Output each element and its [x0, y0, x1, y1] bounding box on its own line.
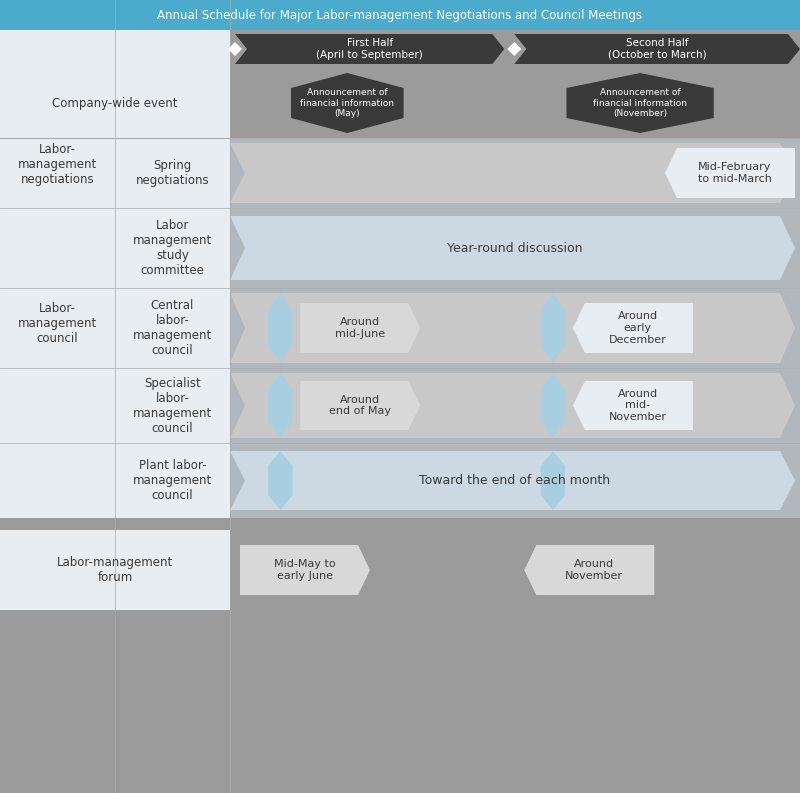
Text: Second Half
(October to March): Second Half (October to March) [608, 38, 706, 59]
Polygon shape [524, 545, 654, 595]
Polygon shape [291, 73, 403, 133]
Polygon shape [573, 303, 693, 353]
Polygon shape [235, 34, 504, 64]
Text: Around
early
December: Around early December [609, 312, 666, 345]
Polygon shape [230, 373, 795, 438]
Polygon shape [573, 381, 693, 430]
Polygon shape [300, 381, 420, 430]
FancyBboxPatch shape [115, 138, 230, 208]
Polygon shape [514, 34, 800, 64]
FancyBboxPatch shape [0, 68, 230, 138]
Text: Labor-management
forum: Labor-management forum [57, 556, 173, 584]
Polygon shape [228, 42, 242, 56]
FancyBboxPatch shape [115, 368, 230, 443]
Polygon shape [541, 373, 565, 438]
Polygon shape [507, 42, 522, 56]
Text: Announcement of
financial information
(May): Announcement of financial information (M… [300, 88, 394, 118]
FancyBboxPatch shape [0, 530, 230, 610]
Text: Toward the end of each month: Toward the end of each month [419, 474, 610, 487]
Text: Central
labor-
management
council: Central labor- management council [133, 299, 212, 357]
Text: Labor-
management
negotiations: Labor- management negotiations [18, 143, 97, 186]
Text: Around
mid-June: Around mid-June [335, 317, 386, 339]
Text: Plant labor-
management
council: Plant labor- management council [133, 459, 212, 502]
FancyBboxPatch shape [230, 530, 800, 610]
Text: Around
end of May: Around end of May [330, 395, 391, 416]
Polygon shape [541, 451, 565, 510]
Text: Annual Schedule for Major Labor-management Negotiations and Council Meetings: Annual Schedule for Major Labor-manageme… [158, 9, 642, 21]
FancyBboxPatch shape [0, 368, 115, 443]
Polygon shape [300, 303, 420, 353]
Polygon shape [665, 148, 795, 198]
FancyBboxPatch shape [0, 518, 800, 530]
Polygon shape [268, 293, 292, 363]
Polygon shape [268, 451, 292, 510]
Text: Company-wide event: Company-wide event [52, 97, 178, 109]
Text: First Half
(April to September): First Half (April to September) [316, 38, 423, 59]
Text: Mid-February
to mid-March: Mid-February to mid-March [698, 163, 772, 184]
Polygon shape [268, 373, 292, 438]
FancyBboxPatch shape [115, 208, 230, 288]
Text: Spring
negotiations: Spring negotiations [136, 159, 210, 187]
Text: Mid-May to
early June: Mid-May to early June [274, 559, 336, 580]
Polygon shape [566, 73, 714, 133]
Text: Year-round discussion: Year-round discussion [447, 242, 582, 255]
FancyBboxPatch shape [115, 288, 230, 368]
FancyBboxPatch shape [0, 30, 230, 68]
Text: Specialist
labor-
management
council: Specialist labor- management council [133, 377, 212, 435]
FancyBboxPatch shape [0, 610, 800, 793]
FancyBboxPatch shape [0, 443, 115, 518]
FancyBboxPatch shape [0, 138, 115, 208]
Text: Labor
management
study
committee: Labor management study committee [133, 219, 212, 277]
FancyBboxPatch shape [230, 30, 800, 68]
Polygon shape [230, 451, 795, 510]
Text: Labor-
management
council: Labor- management council [18, 302, 97, 346]
FancyBboxPatch shape [115, 443, 230, 518]
Polygon shape [230, 293, 795, 363]
FancyBboxPatch shape [0, 208, 115, 288]
Polygon shape [230, 216, 795, 280]
Polygon shape [240, 545, 370, 595]
FancyBboxPatch shape [230, 68, 800, 138]
FancyBboxPatch shape [0, 0, 800, 30]
Text: Around
November: Around November [566, 559, 623, 580]
FancyBboxPatch shape [0, 288, 115, 368]
Text: Announcement of
financial information
(November): Announcement of financial information (N… [593, 88, 687, 118]
Text: Around
mid-
November: Around mid- November [609, 389, 667, 422]
Polygon shape [541, 293, 565, 363]
Polygon shape [230, 143, 795, 203]
